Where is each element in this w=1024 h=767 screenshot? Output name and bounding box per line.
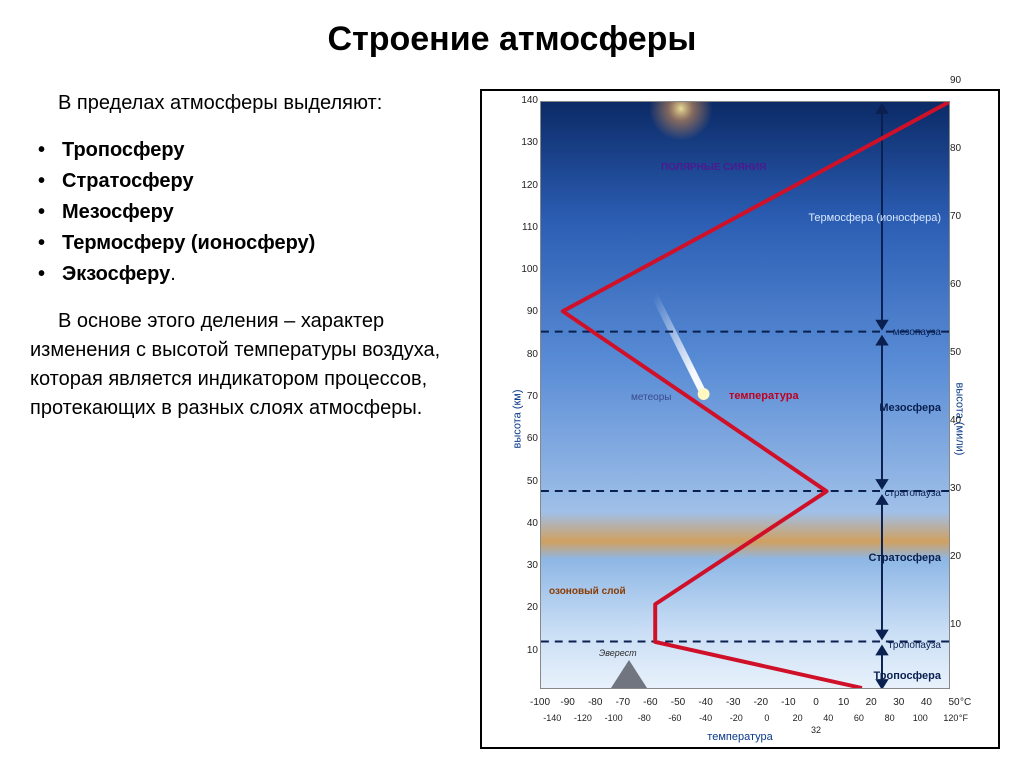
tick-c: 30 [885, 697, 913, 708]
tick-c: -60 [636, 697, 664, 708]
layer-label-mesosphere: Мезосфера [879, 402, 941, 414]
layers-list: Тропосферу Стратосферу Мезосферу Термосф… [30, 136, 460, 289]
tick-km: 50 [518, 476, 538, 487]
list-item: Стратосферу [30, 167, 460, 196]
layer-label-troposphere: Тропосфера [873, 670, 941, 682]
page-title: Строение атмосферы [30, 20, 994, 59]
tick-km: 100 [518, 264, 538, 275]
list-item: Тропосферу [30, 136, 460, 165]
tick-mile: 70 [950, 211, 968, 222]
tick-f-32: 32 [804, 725, 828, 735]
list-item-label: Тропосферу [62, 139, 184, 161]
tick-f: 0 [753, 713, 781, 723]
content-row: В пределах атмосферы выделяют: Тропосфер… [30, 89, 994, 749]
tick-c: -80 [581, 697, 609, 708]
list-item-label: Термосферу (ионосферу) [62, 232, 315, 254]
chart-column: Тропосфера тропопауза Стратосфера страто… [480, 89, 1000, 749]
tick-km: 40 [518, 518, 538, 529]
slide: Строение атмосферы В пределах атмосферы … [0, 0, 1024, 767]
tick-c: -50 [664, 697, 692, 708]
tick-f: 60 [845, 713, 873, 723]
tick-c: 20 [857, 697, 885, 708]
tick-km: 90 [518, 306, 538, 317]
tick-km: 20 [518, 602, 538, 613]
tick-c-unit: °C [960, 697, 971, 708]
tick-c: -100 [526, 697, 554, 708]
list-item-label: Стратосферу [62, 170, 194, 192]
tick-f: -100 [600, 713, 628, 723]
tick-c: -40 [692, 697, 720, 708]
layer-label-thermosphere: Термосфера (ионосфера) [808, 212, 941, 224]
text-column: В пределах атмосферы выделяют: Тропосфер… [30, 89, 460, 749]
list-item: Термосферу (ионосферу) [30, 229, 460, 258]
tick-km: 70 [518, 391, 538, 402]
everest-label: Эверест [599, 648, 637, 658]
tick-f: -140 [538, 713, 566, 723]
outro-text: В основе этого деления – характер измене… [30, 307, 460, 423]
tick-c: -70 [609, 697, 637, 708]
tick-mile: 30 [950, 483, 968, 494]
aurora-label: ПОЛЯРНЫЕ СИЯНИЯ [661, 162, 766, 173]
tick-km: 60 [518, 433, 538, 444]
tick-f: -20 [722, 713, 750, 723]
tick-km: 30 [518, 560, 538, 571]
list-item: Экзосферу. [30, 260, 460, 289]
x-axis-label: температура [707, 731, 772, 743]
tick-c: -10 [774, 697, 802, 708]
atmosphere-chart: Тропосфера тропопауза Стратосфера страто… [480, 89, 1000, 749]
list-item-label: Мезосферу [62, 201, 174, 223]
list-item-label: Экзосферу [62, 263, 170, 285]
layer-label-stratosphere: Стратосфера [868, 552, 941, 564]
tick-f: 100 [906, 713, 934, 723]
tick-km: 110 [518, 222, 538, 233]
meteor-label: метеоры [631, 392, 671, 403]
tick-c: -20 [747, 697, 775, 708]
boundary-stratopause: стратопауза [884, 488, 941, 499]
tick-c: 0 [802, 697, 830, 708]
tick-km: 120 [518, 180, 538, 191]
tick-c: 40 [912, 697, 940, 708]
ozone-label: озоновый слой [549, 586, 626, 597]
tick-f: -80 [630, 713, 658, 723]
tick-km: 10 [518, 645, 538, 656]
tick-f: -60 [661, 713, 689, 723]
aurora-text: ПОЛЯРНЫЕ СИЯНИЯ [661, 162, 766, 173]
tick-km: 80 [518, 349, 538, 360]
intro-text: В пределах атмосферы выделяют: [30, 89, 460, 118]
tick-f: 40 [814, 713, 842, 723]
tick-c: -90 [554, 697, 582, 708]
tick-f-unit: °F [959, 713, 968, 723]
tick-mile: 80 [950, 143, 968, 154]
tick-mile: 90 [950, 75, 968, 86]
list-item: Мезосферу [30, 198, 460, 227]
tick-f: -120 [569, 713, 597, 723]
tick-km: 130 [518, 137, 538, 148]
tick-f: -40 [692, 713, 720, 723]
tick-mile: 10 [950, 619, 968, 630]
everest-icon [611, 660, 647, 688]
tick-c: -30 [719, 697, 747, 708]
tick-mile: 40 [950, 415, 968, 426]
tick-f: 80 [876, 713, 904, 723]
tick-mile: 20 [950, 551, 968, 562]
boundary-mesopause: мезопауза [893, 327, 941, 338]
tick-mile: 60 [950, 279, 968, 290]
temperature-line-label: температура [729, 390, 799, 402]
tick-km: 140 [518, 95, 538, 106]
boundary-tropopause: тропопауза [888, 640, 941, 651]
tick-f: 20 [784, 713, 812, 723]
tick-mile: 50 [950, 347, 968, 358]
plot-area: Тропосфера тропопауза Стратосфера страто… [540, 101, 950, 689]
tick-c: 10 [830, 697, 858, 708]
